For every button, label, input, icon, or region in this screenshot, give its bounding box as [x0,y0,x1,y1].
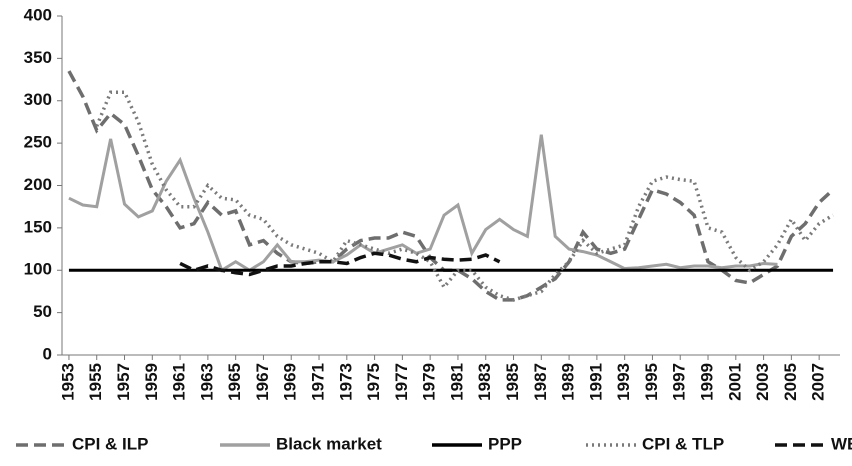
y-tick-label: 400 [24,5,52,24]
x-tick-label: 1999 [698,363,717,401]
x-tick-label: 1993 [614,363,633,401]
x-tick-label: 1991 [586,363,605,401]
x-tick-label: 2007 [809,363,828,401]
x-tick-label: 1973 [336,363,355,401]
y-tick-label: 0 [43,344,52,363]
x-tick-label: 1953 [58,363,77,401]
series-line [68,134,778,273]
x-tick-label: 1983 [475,363,494,401]
series-line [179,251,501,277]
x-tick-label: 1985 [503,363,522,401]
x-tick-label: 1977 [392,363,411,401]
x-tick-label: 1981 [447,363,466,401]
x-tick-label: 1997 [670,363,689,401]
legend-label: CPI & ILP [72,434,149,453]
y-tick-label: 250 [24,133,52,152]
x-tick-label: 1995 [642,363,661,401]
x-tick-label: 1989 [559,363,578,401]
x-tick-label: 2001 [725,363,744,401]
x-tick-label: 1975 [364,363,383,401]
y-tick-label: 200 [24,175,52,194]
x-tick-label: 1967 [253,363,272,401]
x-tick-label: 1987 [531,363,550,401]
x-tick-label: 1971 [309,363,328,401]
x-tick-label: 1963 [197,363,216,401]
legend-label: PPP [488,434,522,453]
legend-label: Black market [276,434,382,453]
x-tick-label: 1965 [225,363,244,401]
x-tick-label: 1959 [142,363,161,401]
x-tick-label: 1969 [281,363,300,401]
y-tick-label: 350 [24,48,52,67]
x-tick-label: 2005 [781,363,800,401]
legend-label: CPI & TLP [642,434,724,453]
legend-label: WB [831,434,852,453]
x-tick-label: 1955 [86,363,105,401]
y-tick-label: 300 [24,90,52,109]
x-tick-label: 1961 [170,363,189,401]
x-tick-label: 1979 [420,363,439,401]
y-tick-label: 150 [24,217,52,236]
x-tick-label: 1957 [114,363,133,401]
series-line [95,90,834,302]
x-tick-label: 2003 [753,363,772,401]
y-tick-label: 100 [24,260,52,279]
y-tick-label: 50 [33,302,52,321]
